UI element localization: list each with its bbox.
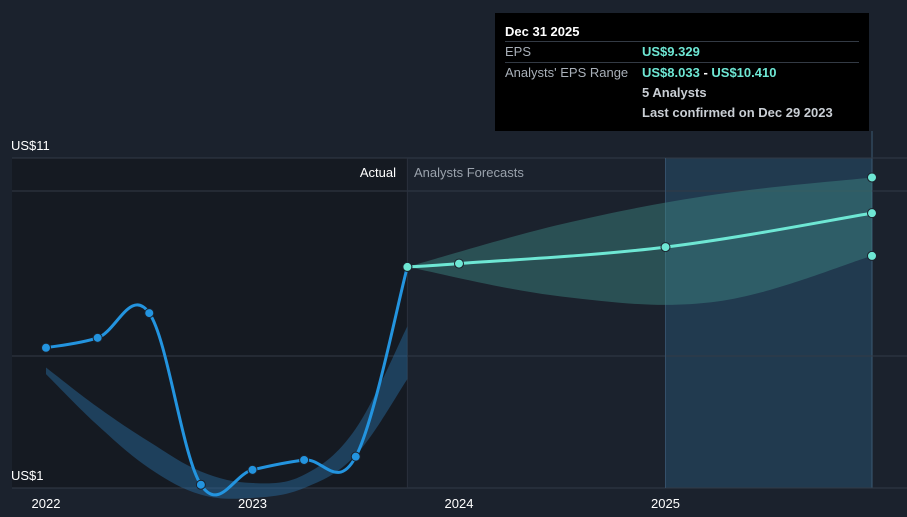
forecast-line <box>405 211 874 269</box>
tooltip-date: Dec 31 2025 <box>505 24 580 39</box>
actual-region <box>12 158 408 488</box>
forecast-point-2[interactable] <box>660 242 671 253</box>
tooltip-eps-value: US$9.329 <box>642 44 700 59</box>
x-tick-label-2022: 2022 <box>32 496 61 511</box>
actual-point-4[interactable] <box>247 464 258 475</box>
background-layer <box>12 131 873 488</box>
y-axis-label-bottom: US$1 <box>11 468 44 483</box>
actual-band <box>46 326 408 499</box>
forecast-range-low-point[interactable] <box>867 250 877 261</box>
tooltip-range-value: US$8.033 - US$10.410 <box>642 63 776 83</box>
tooltip-analysts: 5 Analysts <box>642 85 707 100</box>
forecast-point-0[interactable] <box>402 261 413 272</box>
x-tick-label-2025: 2025 <box>651 496 680 511</box>
tooltip-confirmed: Last confirmed on Dec 29 2023 <box>642 105 833 120</box>
tooltip-analysts-row: 5 Analysts <box>505 83 859 103</box>
actual-section-label: Actual <box>360 165 396 180</box>
tooltip-spacer <box>505 83 642 103</box>
actual-point-5[interactable] <box>299 454 310 465</box>
actual-line <box>44 265 409 497</box>
actual-point-1[interactable] <box>92 332 103 343</box>
x-tick-label-2023: 2023 <box>238 496 267 511</box>
forecast-section-label: Analysts Forecasts <box>414 165 524 180</box>
tooltip-eps-label: EPS <box>505 44 532 59</box>
tooltip-range-high: US$10.410 <box>711 65 777 80</box>
band-layer <box>46 177 872 499</box>
forecast-point-3[interactable] <box>867 208 877 219</box>
tooltip-range-label: Analysts' EPS Range <box>505 65 629 80</box>
forecast-range-high-point[interactable] <box>867 172 877 183</box>
tooltip-range-row: Analysts' EPS Range US$8.033 - US$10.410 <box>505 62 859 83</box>
tooltip-spacer-2 <box>505 103 642 123</box>
actual-point-6[interactable] <box>350 451 361 462</box>
tooltip: Dec 31 2025 EPS US$9.329 Analysts' EPS R… <box>495 13 869 131</box>
tooltip-confirmed-row: Last confirmed on Dec 29 2023 <box>505 103 859 123</box>
line-layer <box>44 211 874 497</box>
tooltip-range-low: US$8.033 <box>642 65 700 80</box>
actual-point-0[interactable] <box>41 342 51 353</box>
label-layer: US$11 US$1 Actual Analysts Forecasts 202… <box>11 138 680 511</box>
y-axis-label-top: US$11 <box>11 138 50 153</box>
actual-point-2[interactable] <box>144 308 155 319</box>
forecast-point-1[interactable] <box>454 258 464 269</box>
actual-point-3[interactable] <box>195 479 206 490</box>
point-layer[interactable] <box>41 172 877 490</box>
forecast-range-band <box>407 177 872 305</box>
x-tick-label-2024: 2024 <box>445 496 474 511</box>
highlight-region <box>665 158 872 488</box>
grid-layer <box>12 157 907 489</box>
tooltip-eps-row: EPS US$9.329 <box>505 41 859 62</box>
tooltip-range-sep: - <box>699 65 712 80</box>
